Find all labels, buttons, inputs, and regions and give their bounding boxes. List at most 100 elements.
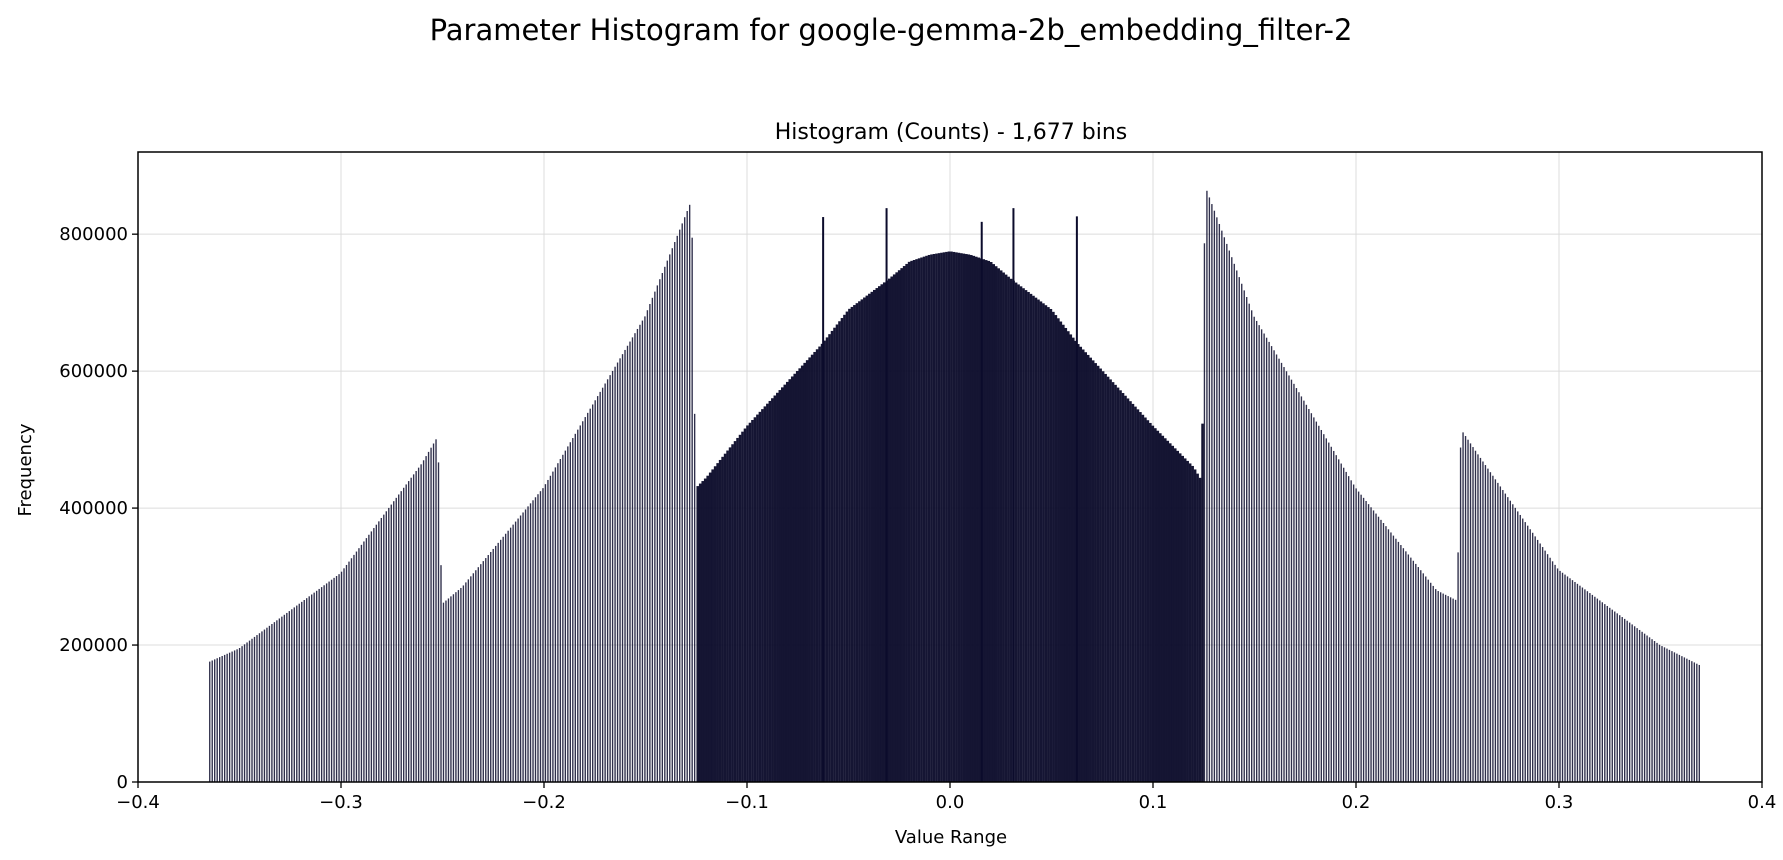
histogram-bar (813, 351, 816, 782)
histogram-bar (1641, 631, 1643, 782)
histogram-bar (860, 299, 864, 782)
histogram-bar (1134, 406, 1137, 782)
histogram-bar (738, 434, 742, 782)
histogram-bar (977, 257, 981, 782)
histogram-bar (1636, 628, 1638, 782)
histogram-bar (1559, 570, 1561, 782)
histogram-bar (798, 368, 802, 782)
histogram-bar (960, 253, 963, 782)
histogram-bar (340, 571, 343, 782)
histogram-bar (365, 538, 368, 782)
histogram-bar (1569, 578, 1571, 782)
histogram-bar (1487, 468, 1489, 782)
histogram-bar (920, 257, 923, 783)
histogram-bar (253, 636, 256, 782)
histogram-bar (219, 657, 221, 782)
histogram-bar (1539, 543, 1541, 782)
histogram-bar (407, 481, 410, 782)
histogram-bar (1666, 648, 1668, 782)
histogram-bar (1529, 529, 1531, 782)
histogram-bar (1432, 585, 1434, 782)
histogram-bar (390, 504, 392, 782)
histogram-bar (1305, 404, 1308, 782)
histogram-bar (940, 252, 943, 783)
histogram-bar (534, 497, 537, 782)
histogram-bar (644, 316, 646, 782)
histogram-bar (790, 376, 794, 782)
histogram-bar (1191, 465, 1194, 782)
histogram-bar (1064, 327, 1068, 782)
histogram-bar (1691, 661, 1693, 782)
histogram-bar (974, 256, 978, 783)
histogram-bar (417, 467, 420, 782)
x-tick-label: −0.3 (319, 792, 363, 813)
histogram-bar (1156, 430, 1160, 782)
histogram-bar (447, 598, 450, 782)
histogram-bar (467, 579, 470, 782)
histogram-bar (537, 494, 539, 782)
histogram-bar (1566, 576, 1569, 782)
histogram-bar (1442, 593, 1444, 782)
histogram-bar (1524, 522, 1526, 782)
histogram-bar (1216, 217, 1218, 783)
histogram-bar (1367, 504, 1370, 782)
histogram-bar (1536, 539, 1539, 782)
histogram-bar (1611, 609, 1613, 782)
histogram-bar (1193, 469, 1197, 782)
histogram-bar (1173, 448, 1177, 782)
histogram-bar (1288, 375, 1290, 782)
histogram-bar (942, 252, 946, 782)
histogram-bar (482, 561, 484, 782)
histogram-bar (728, 447, 732, 782)
y-tick-label: 0 (117, 772, 128, 793)
histogram-bar (910, 260, 913, 783)
histogram-bar (552, 471, 554, 782)
histogram-bar (935, 253, 938, 782)
histogram-bar (654, 291, 656, 782)
histogram-bar (1477, 454, 1479, 782)
histogram-bar (927, 254, 931, 783)
histogram-bar (241, 646, 243, 782)
histogram-bar (1551, 561, 1554, 782)
histogram-bar (626, 345, 629, 782)
histogram-bar (1096, 365, 1100, 782)
histogram-bar (778, 390, 782, 782)
histogram-bar (1673, 652, 1676, 782)
histogram-bar (440, 565, 442, 782)
histogram-bar (1638, 629, 1641, 782)
histogram-bar (286, 612, 288, 782)
histogram-bar (676, 235, 678, 782)
histogram-bar (1221, 230, 1223, 782)
histogram-bar (422, 460, 425, 782)
histogram-bar (1527, 525, 1529, 782)
histogram-bar (1318, 425, 1320, 782)
histogram-bar (1037, 299, 1040, 782)
y-tick-label: 200000 (59, 635, 128, 656)
histogram-bar (460, 587, 462, 782)
histogram-bar (830, 330, 834, 782)
histogram-bar (674, 242, 676, 782)
histogram-bar (1430, 582, 1432, 782)
histogram-bar (263, 629, 266, 782)
histogram-bar (833, 327, 836, 782)
histogram-bar (1310, 413, 1313, 782)
histogram-bar (1084, 352, 1087, 782)
histogram-bar (323, 585, 325, 782)
histogram-bar (631, 337, 634, 782)
histogram-bar (1435, 589, 1437, 782)
histogram-bar (248, 640, 251, 782)
histogram-bar (462, 585, 465, 782)
histogram-bar (273, 622, 276, 782)
histogram-bar (688, 204, 691, 782)
histogram-bar (1201, 423, 1204, 782)
histogram-bar (370, 531, 373, 782)
histogram-bar (771, 398, 774, 782)
histogram-bar (328, 581, 330, 782)
histogram-bar (875, 288, 879, 782)
histogram-bar (723, 453, 727, 782)
histogram-bar (982, 259, 986, 783)
histogram-bar (403, 487, 405, 782)
histogram-bar (1467, 439, 1469, 782)
histogram-bar (957, 252, 961, 782)
histogram-bar (1101, 371, 1105, 782)
